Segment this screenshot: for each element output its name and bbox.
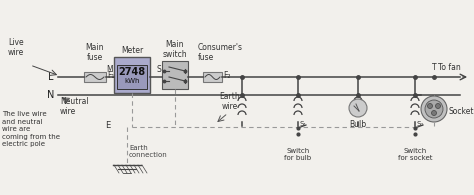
Text: Bulb: Bulb — [349, 120, 366, 129]
Text: Switch
for socket: Switch for socket — [398, 148, 432, 161]
Bar — [162, 61, 188, 89]
Circle shape — [428, 104, 432, 108]
Text: Earth
wire: Earth wire — [219, 92, 240, 111]
Text: Neutral
wire: Neutral wire — [60, 97, 89, 116]
Text: Meter: Meter — [121, 46, 143, 55]
Text: Main
fuse: Main fuse — [86, 43, 104, 62]
Text: To fan: To fan — [438, 63, 461, 72]
Circle shape — [425, 100, 443, 118]
Circle shape — [349, 99, 367, 117]
Text: L: L — [48, 72, 54, 82]
Text: The live wire
and neutral
wire are
coming from the
electric pole: The live wire and neutral wire are comin… — [2, 111, 60, 147]
Bar — [117, 65, 147, 89]
Bar — [114, 57, 150, 93]
Text: S: S — [156, 65, 161, 74]
Text: F₂: F₂ — [223, 71, 230, 80]
Text: Live
wire: Live wire — [8, 38, 24, 57]
Text: Earth
connection: Earth connection — [129, 145, 168, 158]
Circle shape — [421, 96, 447, 122]
Text: S₂: S₂ — [417, 121, 424, 127]
Bar — [84, 72, 106, 82]
Text: 2748: 2748 — [118, 67, 146, 77]
Text: kWh: kWh — [124, 78, 140, 84]
Text: Consumer's
fuse: Consumer's fuse — [198, 43, 243, 62]
Text: Main
switch: Main switch — [163, 40, 187, 59]
Text: E: E — [105, 121, 110, 130]
Circle shape — [431, 111, 437, 115]
Text: T: T — [432, 63, 436, 72]
Text: Socket: Socket — [449, 106, 474, 115]
Text: N: N — [46, 90, 54, 100]
Text: M: M — [106, 65, 113, 74]
Text: F₁: F₁ — [107, 71, 114, 80]
Bar — [203, 72, 222, 82]
Text: Switch
for bulb: Switch for bulb — [284, 148, 311, 161]
Text: S₁: S₁ — [300, 121, 307, 127]
Circle shape — [436, 104, 440, 108]
